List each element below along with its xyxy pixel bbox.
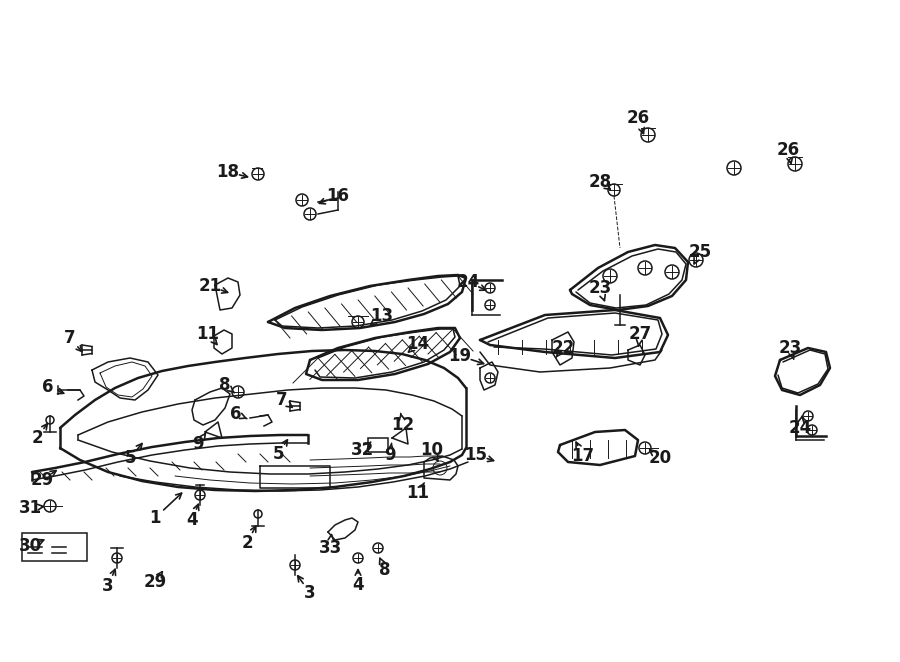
Text: 32: 32 [350,441,374,459]
Text: 10: 10 [420,441,444,459]
Text: 27: 27 [628,325,652,343]
Text: 7: 7 [64,329,76,347]
Text: 2: 2 [32,429,43,447]
Text: 5: 5 [272,445,284,463]
Text: 2: 2 [241,534,253,552]
Text: 26: 26 [626,109,650,127]
Text: 1: 1 [149,509,161,527]
Text: 11: 11 [407,484,429,502]
Text: 3: 3 [103,577,113,595]
Text: 21: 21 [198,277,221,295]
Text: 23: 23 [589,279,612,297]
Text: 7: 7 [276,391,288,409]
Text: 15: 15 [464,446,488,464]
Text: 4: 4 [352,576,364,594]
Text: 9: 9 [384,446,396,464]
Text: 8: 8 [379,561,391,579]
Text: 14: 14 [407,335,429,353]
Text: 30: 30 [18,537,41,555]
Text: 26: 26 [777,141,799,159]
Text: 6: 6 [230,405,242,423]
Text: 29: 29 [31,471,54,489]
Text: 12: 12 [392,416,415,434]
Text: 20: 20 [648,449,671,467]
Text: 8: 8 [220,376,230,394]
Text: 13: 13 [371,307,393,325]
Text: 23: 23 [778,339,802,357]
Text: 28: 28 [589,173,612,191]
Text: 3: 3 [304,584,316,602]
Text: 16: 16 [327,187,349,205]
Text: 25: 25 [688,243,712,261]
Text: 9: 9 [193,435,203,453]
Bar [22,533,87,561]
Text: 11: 11 [196,325,220,343]
Text: 4: 4 [186,511,198,529]
Text: 18: 18 [217,163,239,181]
Text: 5: 5 [124,449,136,467]
Text: 17: 17 [572,447,595,465]
Text: 24: 24 [456,273,480,291]
Text: 24: 24 [788,419,812,437]
Text: 29: 29 [143,573,166,591]
Text: 31: 31 [18,499,41,517]
Text: 22: 22 [552,339,574,357]
Bar [368,438,388,452]
Text: 19: 19 [448,347,472,365]
Text: 33: 33 [319,539,342,557]
Text: 6: 6 [42,378,54,396]
